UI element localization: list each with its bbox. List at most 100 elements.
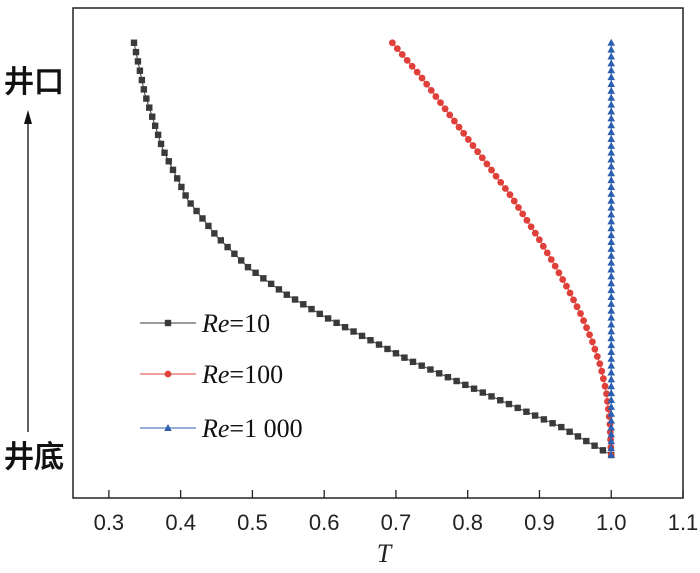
data-point xyxy=(607,416,616,424)
data-point xyxy=(607,251,616,259)
data-point xyxy=(267,280,275,288)
data-point xyxy=(358,332,366,340)
data-point xyxy=(607,73,616,81)
x-tick-label: 0.4 xyxy=(165,510,196,535)
data-point xyxy=(134,58,142,65)
x-tick-label: 0.7 xyxy=(381,510,412,535)
data-point xyxy=(435,370,443,377)
data-point xyxy=(333,319,340,327)
data-point xyxy=(418,362,425,369)
data-point xyxy=(543,249,551,257)
data-point xyxy=(607,238,616,246)
data-point xyxy=(316,310,323,318)
data-point xyxy=(205,222,212,230)
data-point xyxy=(607,341,616,349)
data-point xyxy=(593,353,601,360)
data-point xyxy=(199,215,206,222)
data-point xyxy=(350,328,357,335)
legend-marker xyxy=(164,319,172,327)
data-point xyxy=(505,400,513,408)
data-point xyxy=(497,397,504,404)
data-point xyxy=(193,207,200,215)
x-tick-label: 0.3 xyxy=(94,510,125,535)
data-point xyxy=(146,104,153,111)
data-point xyxy=(182,192,189,199)
data-point xyxy=(130,39,138,46)
data-point xyxy=(607,451,616,458)
data-point xyxy=(403,56,411,64)
series-square xyxy=(130,39,615,459)
data-point xyxy=(244,263,252,271)
data-point xyxy=(479,389,486,396)
data-point xyxy=(535,236,543,244)
data-point xyxy=(154,131,162,139)
data-point xyxy=(566,428,573,435)
data-point xyxy=(501,185,509,192)
data-point xyxy=(510,197,518,205)
legend-item: Re=10 xyxy=(140,309,270,338)
data-point xyxy=(418,74,426,82)
wellhead-label: 井口 xyxy=(4,65,64,100)
x-tick-label: 1.1 xyxy=(668,510,699,535)
data-point xyxy=(527,223,535,231)
data-point xyxy=(483,160,491,168)
data-point xyxy=(607,93,616,101)
data-point xyxy=(444,373,452,381)
data-point xyxy=(577,310,584,317)
data-point xyxy=(464,136,472,143)
data-point xyxy=(231,250,238,257)
data-point xyxy=(607,444,616,452)
data-point xyxy=(607,279,616,287)
data-point xyxy=(161,149,168,156)
data-point xyxy=(607,286,616,294)
data-point xyxy=(211,230,218,237)
data-point xyxy=(460,129,468,137)
data-point xyxy=(573,303,581,311)
data-point xyxy=(607,86,616,94)
data-point xyxy=(178,183,185,191)
data-point xyxy=(149,113,156,120)
data-point xyxy=(607,38,616,46)
data-point xyxy=(607,334,616,342)
data-point xyxy=(450,117,458,125)
data-point xyxy=(566,289,574,297)
data-point xyxy=(427,366,434,373)
data-point xyxy=(607,306,616,314)
series-layer xyxy=(130,38,616,459)
x-tick-label: 0.8 xyxy=(452,510,483,535)
data-point xyxy=(392,350,400,357)
data-point xyxy=(591,442,598,449)
data-point xyxy=(607,45,616,53)
data-point xyxy=(607,272,616,280)
data-point xyxy=(455,123,463,131)
x-axis-title: T xyxy=(377,539,393,568)
data-point xyxy=(607,347,616,355)
data-point xyxy=(308,305,315,313)
data-point xyxy=(607,52,616,60)
data-point xyxy=(607,396,616,404)
data-point xyxy=(427,86,435,94)
data-point xyxy=(549,420,556,427)
data-point xyxy=(607,389,616,397)
data-point xyxy=(462,381,469,389)
data-point xyxy=(607,210,616,218)
data-point xyxy=(607,437,616,445)
data-point xyxy=(165,158,172,165)
data-point xyxy=(488,166,495,174)
data-point xyxy=(607,107,616,115)
series-line xyxy=(391,42,612,456)
data-point xyxy=(441,105,449,113)
data-point xyxy=(591,345,599,353)
data-point xyxy=(531,229,539,237)
data-point xyxy=(607,114,616,122)
data-point xyxy=(607,189,616,197)
data-point xyxy=(589,338,596,346)
series-triangle xyxy=(607,38,616,458)
data-point xyxy=(607,327,616,335)
data-point xyxy=(586,331,593,339)
data-point xyxy=(558,423,565,431)
data-point xyxy=(393,45,401,53)
data-point xyxy=(539,242,547,250)
data-point xyxy=(469,142,477,149)
